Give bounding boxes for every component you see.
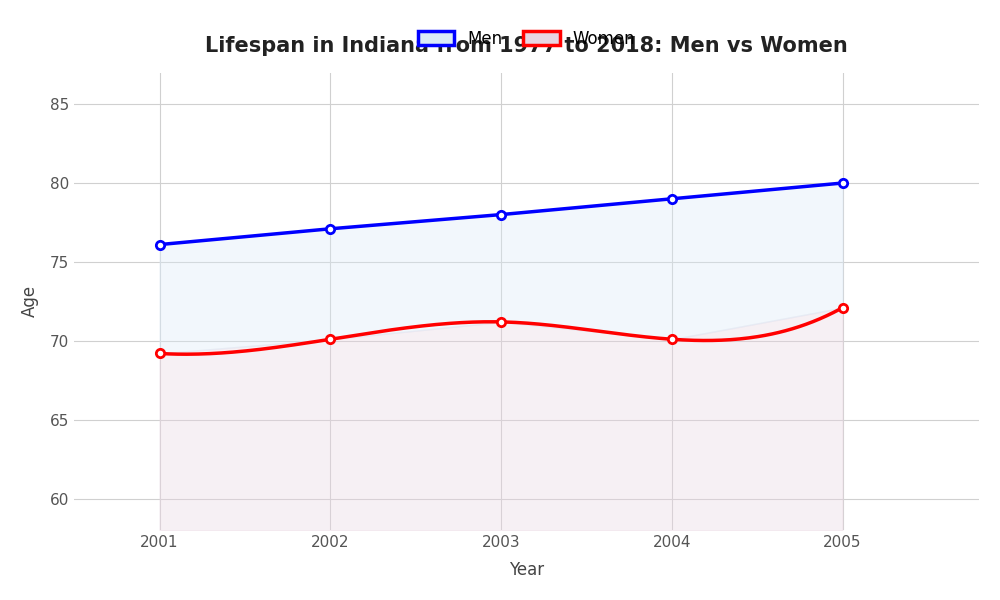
Title: Lifespan in Indiana from 1977 to 2018: Men vs Women: Lifespan in Indiana from 1977 to 2018: M…	[205, 36, 848, 56]
X-axis label: Year: Year	[509, 561, 544, 579]
Y-axis label: Age: Age	[21, 286, 39, 317]
Legend: Men, Women: Men, Women	[409, 22, 644, 56]
